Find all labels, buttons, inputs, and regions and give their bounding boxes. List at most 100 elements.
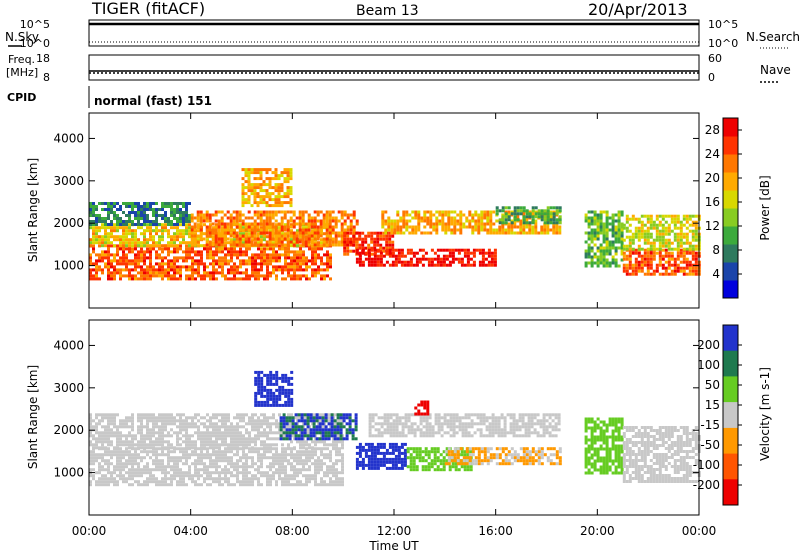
velocity-cell [188,434,191,438]
power-cell [286,171,290,175]
velocity-cell [324,413,328,417]
velocity-cell [137,468,140,472]
power-cell [152,202,155,205]
power-cell [128,250,131,254]
power-cell [193,234,197,238]
velocity-cell [293,459,296,463]
velocity-cell [254,425,257,429]
velocity-cell [167,477,170,481]
velocity-cell [302,453,305,457]
velocity-cell [146,453,149,457]
power-cell [242,241,245,245]
velocity-cell [128,450,131,454]
power-cell [584,249,588,253]
power-cell [334,243,338,247]
power-cell [326,253,329,257]
power-cell [265,213,269,217]
power-cell [277,192,281,196]
velocity-cell [332,465,335,469]
power-cell [238,234,242,238]
power-cell [185,226,188,230]
power-cell [293,268,296,272]
power-cell [280,171,284,175]
power-cell [558,225,562,229]
velocity-cell [251,477,254,481]
power-cell [391,263,395,267]
velocity-cell [209,443,212,447]
velocity-cell [242,440,245,444]
power-cell [257,274,260,278]
velocity-cell [92,419,95,423]
power-cell [92,211,95,214]
power-cell [417,225,421,229]
velocity-cell [95,483,98,487]
power-cell [450,219,454,223]
velocity-cell [182,428,185,432]
velocity-cell [209,437,212,441]
power-cell [605,213,609,217]
velocity-cell [242,443,245,447]
velocity-cell [140,419,143,423]
power-cell [558,209,562,213]
power-cell [652,247,656,251]
velocity-cell [107,477,110,481]
velocity-cell [317,483,320,487]
power-cell [251,259,254,263]
velocity-cell [272,456,275,460]
power-cell [176,244,179,248]
velocity-cell [140,413,143,417]
power-cell [396,210,400,214]
power-cell [281,268,284,272]
power-cell [340,228,344,232]
velocity-cell [89,483,92,487]
power-cell [667,254,671,258]
power-cell [122,250,125,254]
velocity-cell [314,450,317,454]
velocity-cell [314,453,317,457]
power-cell [411,210,415,214]
power-cell [128,226,131,230]
velocity-cell [239,447,242,451]
velocity-cell [161,428,164,432]
velocity-cell [128,443,131,447]
power-cell [107,274,110,278]
power-cell [290,256,293,260]
power-cell [631,266,635,270]
power-cell [230,256,233,260]
power-cell [158,268,161,272]
power-cell [220,243,224,247]
power-cell [146,247,149,251]
power-cell [233,247,236,251]
power-cell [516,218,520,222]
velocity-cell [203,480,206,484]
power-cell [466,257,470,261]
power-cell [376,260,380,264]
velocity-cell [272,447,275,451]
velocity-cell [128,468,131,472]
power-cell [250,168,254,172]
power-cell [155,223,158,226]
power-cell [385,246,389,250]
power-cell [161,277,164,281]
power-cell [522,209,526,213]
power-cell [158,253,161,257]
power-cell [667,229,671,233]
power-cell [325,216,329,220]
power-cell [155,274,158,278]
power-cell [244,237,248,241]
velocity-cell [95,425,98,429]
freq-label-1: Freq. [8,53,35,66]
power-cell [655,269,659,273]
power-cell [516,206,520,210]
velocity-cell [212,434,215,438]
power-cell [278,229,281,233]
power-cell [274,231,278,235]
power-cell [259,195,263,199]
power-cell [602,231,606,235]
power-cell [251,238,254,242]
power-cell [593,234,597,238]
velocity-cell [266,483,269,487]
power-cell [625,217,629,221]
velocity-cell [263,419,266,423]
velocity-cell [161,419,164,423]
